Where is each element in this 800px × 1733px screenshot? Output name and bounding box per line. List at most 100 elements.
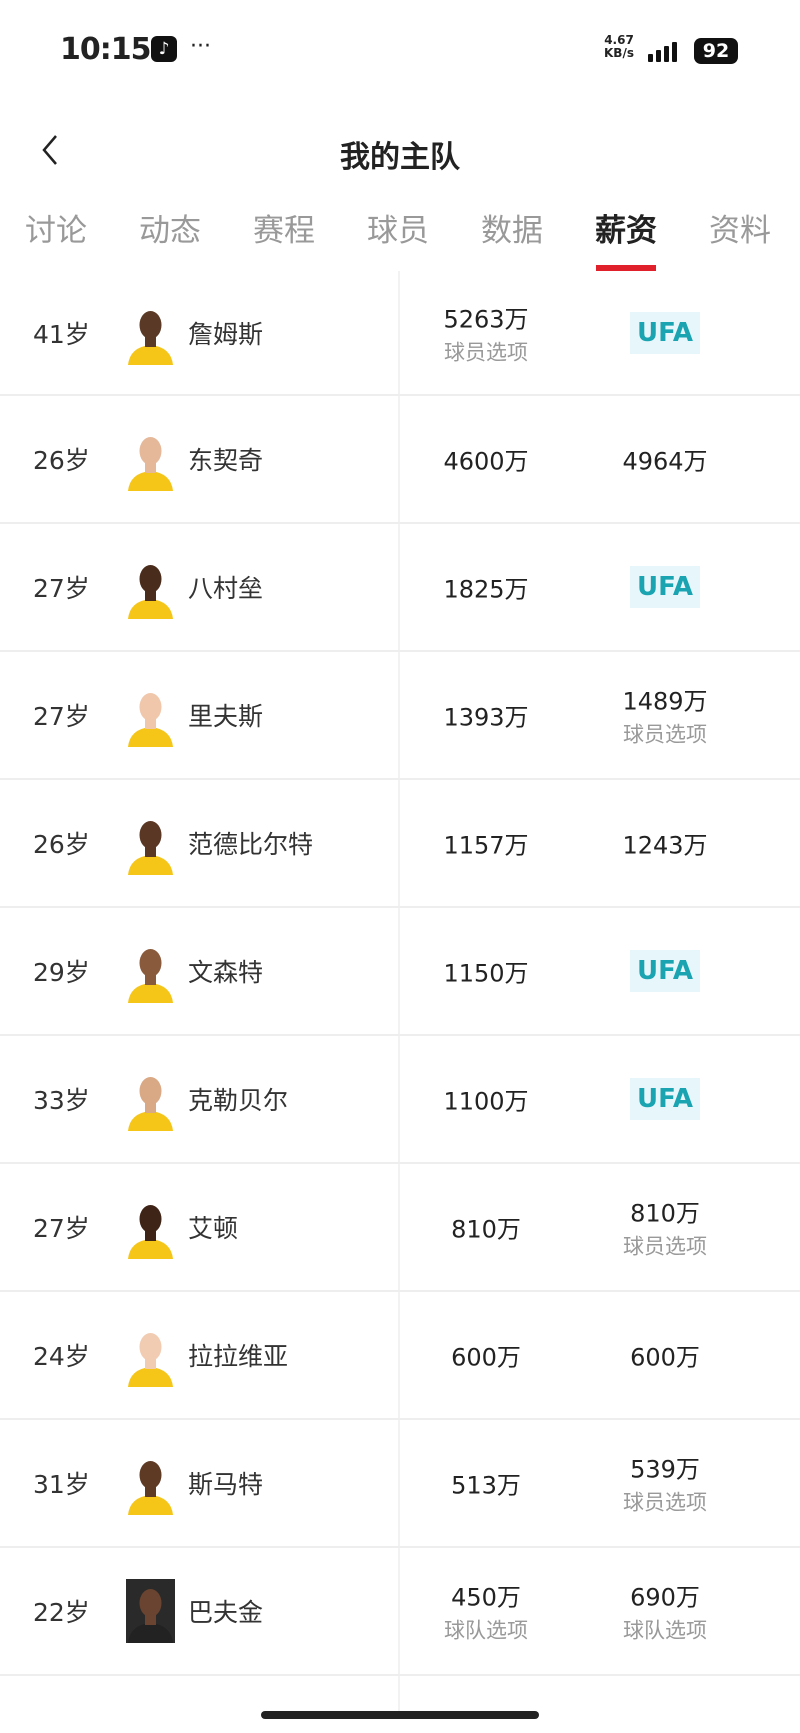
player-name: 克勒贝尔 [188, 1086, 289, 1115]
tab-players[interactable]: 球员 [367, 213, 429, 249]
table-row[interactable]: 31岁 斯马特 513万 539万球员选项 [0, 1420, 800, 1548]
current-salary: 1150万 [443, 959, 529, 988]
next-salary-cell: 600万 [575, 1338, 755, 1373]
current-salary: 1157万 [443, 831, 529, 860]
next-salary: 539万 [630, 1455, 700, 1484]
column-divider [398, 271, 400, 1711]
ufa-badge: UFA [629, 950, 700, 992]
battery-icon: 92 [694, 38, 738, 64]
table-row[interactable]: 22岁 巴夫金 450万 球队选项 690万球队选项 [0, 1548, 800, 1676]
player-age: 41岁 [33, 319, 90, 349]
table-row[interactable]: 27岁 艾顿 810万 810万 球员选项 [0, 1164, 800, 1292]
next-salary-cell: 1489万 球员选项 [575, 682, 755, 749]
status-bar: 10:15 ♪ ··· 4.67 KB/s 92 [0, 30, 800, 70]
next-salary-cell: UFA [575, 311, 755, 354]
current-salary: 4600万 [443, 447, 529, 476]
tab-stats[interactable]: 数据 [481, 213, 543, 249]
avatar [126, 939, 175, 1003]
current-salary-cell: 600万 [396, 1338, 576, 1373]
current-salary-cell: 4600万 [396, 442, 576, 477]
salary-table: 41岁 詹姆斯 5263万 球员选项 UFA 26岁 东契奇 4600万 496… [0, 271, 800, 1676]
option-note: 球员选项 [623, 1490, 707, 1515]
next-salary-cell: 810万 球员选项 [575, 1194, 755, 1261]
current-salary: 513万 [451, 1471, 521, 1500]
player-name: 艾顿 [188, 1214, 239, 1243]
table-row[interactable]: 33岁 克勒贝尔 1100万 UFA [0, 1036, 800, 1164]
current-salary-cell: 1393万 [396, 698, 576, 733]
player-name: 斯马特 [188, 1470, 264, 1499]
player-name: 里夫斯 [188, 702, 264, 731]
next-salary-cell: 539万球员选项 [575, 1450, 755, 1517]
current-salary-cell: 1100万 [396, 1082, 576, 1117]
ufa-badge: UFA [629, 1078, 700, 1120]
player-name: 詹姆斯 [188, 319, 264, 349]
table-row[interactable]: 27岁 八村垒 1825万 UFA [0, 524, 800, 652]
player-age: 33岁 [33, 1086, 90, 1115]
player-name: 八村垒 [188, 574, 264, 603]
option-note: 球员选项 [623, 722, 707, 747]
player-name: 文森特 [188, 958, 264, 987]
option-note: 球队选项 [623, 1618, 707, 1643]
current-salary-cell: 1150万 [396, 954, 576, 989]
current-salary-cell: 450万 球队选项 [396, 1578, 576, 1645]
avatar [126, 1579, 175, 1643]
current-salary-cell: 1825万 [396, 570, 576, 605]
player-age: 27岁 [33, 1214, 90, 1243]
avatar [126, 811, 175, 875]
table-row[interactable]: 27岁 里夫斯 1393万 1489万 球员选项 [0, 652, 800, 780]
current-salary: 1393万 [443, 703, 529, 732]
current-salary-cell: 1157万 [396, 826, 576, 861]
player-age: 31岁 [33, 1470, 90, 1499]
nav-header: 我的主队 [0, 122, 800, 182]
table-row[interactable]: 29岁 文森特 1150万 UFA [0, 908, 800, 1036]
tab-bar: 讨论 动态 赛程 球员 数据 薪资 资料 [0, 205, 800, 275]
tab-salary[interactable]: 薪资 [595, 213, 657, 249]
tiktok-icon: ♪ [151, 36, 177, 62]
tab-discussion[interactable]: 讨论 [25, 213, 87, 249]
next-salary-cell: 1243万 [575, 826, 755, 861]
signal-icon [648, 42, 677, 62]
avatar [126, 1323, 175, 1387]
player-age: 27岁 [33, 702, 90, 731]
avatar [126, 300, 175, 365]
current-salary-cell: 513万 [396, 1466, 576, 1501]
player-age: 24岁 [33, 1342, 90, 1371]
player-age: 27岁 [33, 574, 90, 603]
player-age: 29岁 [33, 958, 90, 987]
avatar [126, 683, 175, 747]
table-row[interactable]: 41岁 詹姆斯 5263万 球员选项 UFA [0, 271, 800, 396]
table-row[interactable]: 26岁 东契奇 4600万 4964万 [0, 396, 800, 524]
active-tab-indicator [596, 265, 656, 271]
tab-schedule[interactable]: 赛程 [253, 213, 315, 249]
avatar [126, 1451, 175, 1515]
current-salary: 1100万 [443, 1087, 529, 1116]
avatar [126, 1195, 175, 1259]
player-age: 26岁 [33, 830, 90, 859]
current-salary-cell: 5263万 球员选项 [396, 299, 576, 366]
current-salary: 5263万 [443, 305, 529, 333]
avatar [126, 427, 175, 491]
next-salary-cell: 690万球队选项 [575, 1578, 755, 1645]
ufa-badge: UFA [629, 311, 700, 354]
chevron-left-icon[interactable] [36, 130, 66, 170]
clock: 10:15 [60, 32, 151, 67]
avatar [126, 555, 175, 619]
current-salary-cell: 810万 [396, 1210, 576, 1245]
current-salary: 1825万 [443, 575, 529, 604]
player-name: 巴夫金 [188, 1598, 264, 1627]
table-row[interactable]: 24岁 拉拉维亚 600万 600万 [0, 1292, 800, 1420]
table-row[interactable]: 26岁 范德比尔特 1157万 1243万 [0, 780, 800, 908]
next-salary: 600万 [630, 1343, 700, 1372]
network-speed: 4.67 KB/s [604, 33, 634, 60]
player-name: 东契奇 [188, 446, 264, 475]
tab-news[interactable]: 动态 [139, 213, 201, 249]
next-salary-cell: UFA [575, 1078, 755, 1120]
current-salary: 810万 [451, 1215, 521, 1244]
next-salary: 690万 [630, 1583, 700, 1612]
player-name: 范德比尔特 [188, 830, 314, 859]
player-age: 22岁 [33, 1598, 90, 1627]
next-salary: 4964万 [622, 447, 708, 476]
avatar [126, 1067, 175, 1131]
tab-profile[interactable]: 资料 [709, 213, 771, 249]
home-indicator[interactable] [261, 1711, 539, 1719]
